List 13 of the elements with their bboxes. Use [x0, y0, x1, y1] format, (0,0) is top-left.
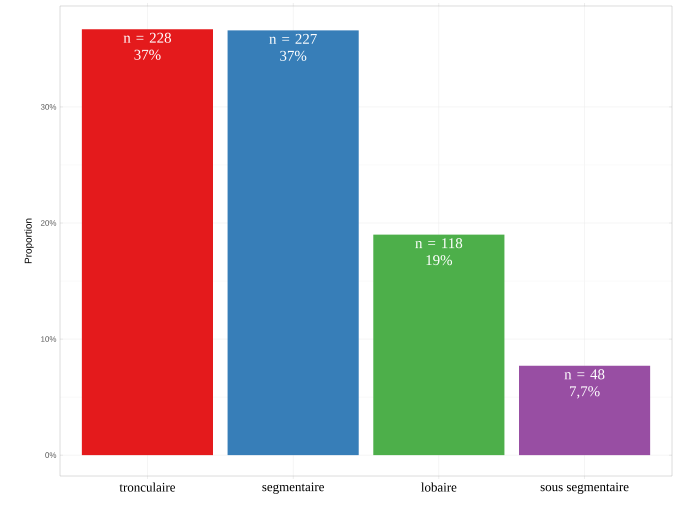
data-label: n = 228 37% [124, 32, 171, 60]
bar [228, 30, 359, 456]
x-tick-label: lobaire [421, 482, 456, 492]
data-label: n = 227 37% [269, 34, 317, 61]
bar [373, 234, 504, 456]
x-tick-label: sous segmentaire [540, 482, 629, 494]
data-label: n = 118 19% [415, 238, 462, 266]
bar [82, 29, 213, 456]
data-label: n = 48 7,7% [564, 369, 604, 398]
x-tick-label: segmentaire [262, 482, 324, 494]
x-tick-label: tronculaire [120, 482, 176, 492]
bar [519, 366, 650, 456]
y-axis-title: Proportion [24, 218, 34, 264]
